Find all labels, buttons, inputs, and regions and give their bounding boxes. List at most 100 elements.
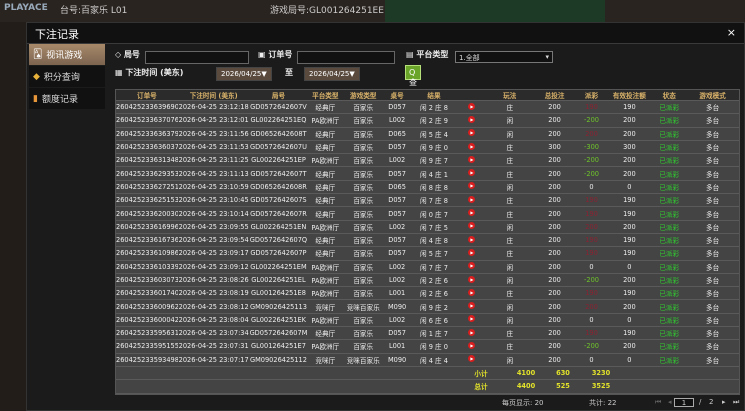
cell: 2026-04-25 23:08:04 [178,315,249,324]
valid-bet: 0 [627,182,632,191]
cell: 2026-04-25 23:08:12 [178,302,249,311]
cell: 2026-04-25 23:11:53 [178,143,249,152]
cell: 2026-04-25 23:12:18 [178,103,249,112]
cell: 2026-04-25 23:07:34 [178,329,249,338]
cell: D057 [388,103,406,112]
play-video-icon[interactable]: ▶ [468,102,476,110]
play-video-icon[interactable]: ▶ [468,275,476,283]
next-page-icon[interactable]: ▸ [722,398,726,406]
valid-bet: 190 [623,329,636,338]
play-video-icon[interactable]: ▶ [468,155,476,163]
sidebar-item-live-games[interactable]: 🂡 视讯游戏 [29,44,105,65]
play-video-icon[interactable]: ▶ [468,235,476,243]
status: 已派彩 [659,117,680,126]
prev-page-icon[interactable]: ◂ [668,398,672,406]
cell: 260425233639690 [116,103,178,112]
play-video-icon[interactable]: ▶ [468,302,476,310]
valid-bet: 190 [623,236,636,245]
bet-type: 庄 [506,157,514,166]
page-separator: / [699,398,702,406]
bet-amount: 200 [548,209,561,218]
cell: 2026-04-25 23:10:45 [178,196,249,205]
cell: 闲 2 庄 6 [420,290,448,299]
subtotal-valid: 3230 [591,369,611,378]
game-mode: 多台 [706,263,720,272]
cell: GL002264251EN [250,222,307,231]
cell: 百家乐 [353,316,374,325]
query-button[interactable]: Q查询 [405,65,421,98]
cell: PA欧洲厅 [311,290,340,299]
cell: 竞咪百家乐 [346,356,380,365]
valid-bet: 200 [623,169,636,178]
cell: 260425233593498 [116,355,178,364]
status: 已派彩 [659,104,680,113]
sidebar-item-points[interactable]: ◆ 积分查询 [29,66,105,87]
payout: 0 [589,315,594,324]
game-mode: 多台 [706,303,720,312]
cell: D057 [388,196,406,205]
game-mode: 多台 [706,277,720,285]
cell: 百家乐 [353,183,374,192]
order-input[interactable] [297,51,395,64]
play-video-icon[interactable]: ▶ [468,115,476,123]
play-video-icon[interactable]: ▶ [468,222,476,230]
cell: 260425233631348 [116,156,178,165]
status: 已派彩 [659,170,680,179]
date-from[interactable]: 2026/04/25▼ [216,67,272,81]
cell: PA欧洲厅 [311,117,340,126]
cell: 260425233636037 [116,143,178,152]
cell: GL002264251EQ [250,116,307,125]
round-input[interactable] [145,51,249,64]
cell: L001 [388,289,406,298]
order-label: ▣ 订单号 [258,50,293,59]
play-video-icon[interactable]: ▶ [468,248,476,256]
game-mode: 多台 [706,250,720,259]
page-input[interactable]: 1 [674,398,694,407]
cell: 260425233610986 [116,249,178,258]
cell: 260425233620030 [116,209,178,218]
date-to[interactable]: 2026/04/25▼ [304,67,360,81]
play-video-icon[interactable]: ▶ [468,169,476,177]
platform-select[interactable]: 1.全部 ▾ [455,51,553,63]
column-header: 状态 [662,92,676,100]
valid-bet: 190 [623,103,636,112]
game-mode: 多台 [706,210,720,219]
play-video-icon[interactable]: ▶ [468,355,476,363]
game-mode: 多台 [706,290,720,299]
last-page-icon[interactable]: ⏭ [733,398,740,406]
play-video-icon[interactable]: ▶ [468,328,476,336]
game-mode: 多台 [706,330,720,339]
bet-amount: 300 [548,143,561,152]
play-video-icon[interactable]: ▶ [468,209,476,217]
cell: 2026-04-25 23:09:54 [178,236,249,245]
close-icon[interactable]: × [726,26,736,39]
column-header: 桌号 [390,92,404,100]
total-bet: 4400 [516,382,536,391]
cards-icon: 🂡 [33,49,43,60]
play-video-icon[interactable]: ▶ [468,182,476,190]
bet-amount: 200 [548,289,561,298]
play-video-icon[interactable]: ▶ [468,129,476,137]
game-mode: 多台 [706,316,720,325]
sidebar-item-credit[interactable]: ▮ 额度记录 [29,88,105,109]
first-page-icon[interactable]: ⏮ [655,398,662,406]
table-row: 260425233595155 2026-04-25 23:07:31 GL0012… [116,340,739,354]
game-mode: 多台 [706,183,720,192]
cell: 260425233636379 [116,129,178,138]
cell: 闲 4 庄 1 [420,170,448,179]
play-video-icon[interactable]: ▶ [468,262,476,270]
play-video-icon[interactable]: ▶ [468,341,476,349]
play-video-icon[interactable]: ▶ [468,288,476,296]
bet-amount: 200 [548,276,561,284]
sidebar: 🂡 视讯游戏 ◆ 积分查询 ▮ 额度记录 [29,44,105,110]
cell: 闲 7 庄 5 [420,223,448,232]
play-video-icon[interactable]: ▶ [468,142,476,150]
cell: 百家乐 [353,170,374,179]
play-video-icon[interactable]: ▶ [468,195,476,203]
play-video-icon[interactable]: ▶ [468,315,476,323]
payout: 200 [585,129,598,138]
cell: 百家乐 [353,223,374,232]
bet-amount: 200 [548,302,561,311]
cell: 2026-04-25 23:12:01 [178,116,249,125]
cell: 2026-04-25 23:08:26 [178,276,249,284]
